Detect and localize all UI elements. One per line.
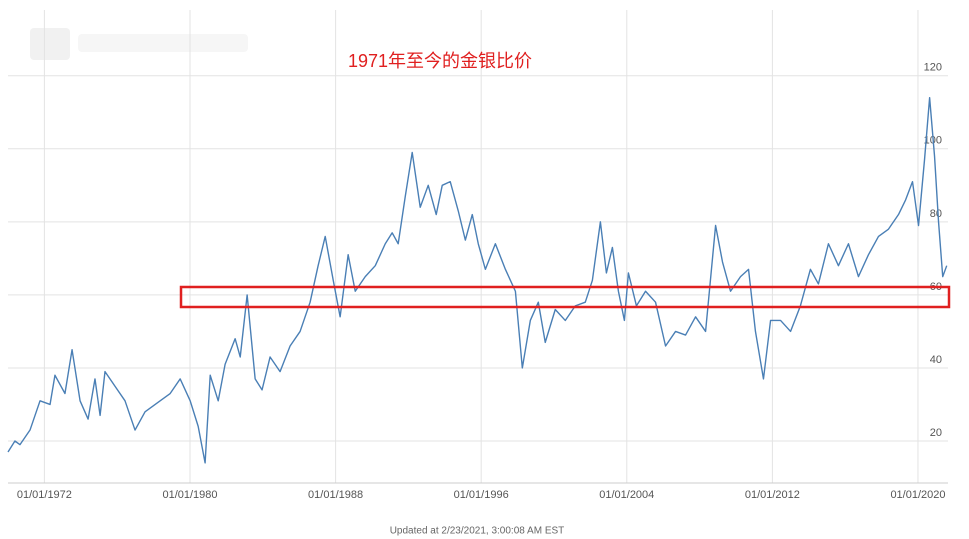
line-layer — [7, 96, 948, 464]
footnote: Updated at 2/23/2021, 3:00:08 AM EST — [390, 526, 565, 537]
y-tick-label: 40 — [930, 354, 942, 366]
logo-placeholder — [30, 28, 248, 60]
data-line — [7, 96, 948, 464]
highlight-box — [179, 285, 951, 309]
x-tick-label: 01/01/2004 — [599, 489, 654, 501]
chart-title: 1971年至今的金银比价 — [348, 51, 532, 71]
x-tick-label: 01/01/1996 — [454, 489, 509, 501]
y-tick-label: 20 — [930, 427, 942, 439]
x-tick-label: 01/01/2012 — [745, 489, 800, 501]
x-tick-label: 01/01/2020 — [890, 489, 945, 501]
x-tick-label: 01/01/1972 — [17, 489, 72, 501]
y-tick-label: 80 — [930, 208, 942, 220]
x-tick-label: 01/01/1988 — [308, 489, 363, 501]
x-tick-label: 01/01/1980 — [162, 489, 217, 501]
y-tick-label: 120 — [924, 62, 942, 74]
